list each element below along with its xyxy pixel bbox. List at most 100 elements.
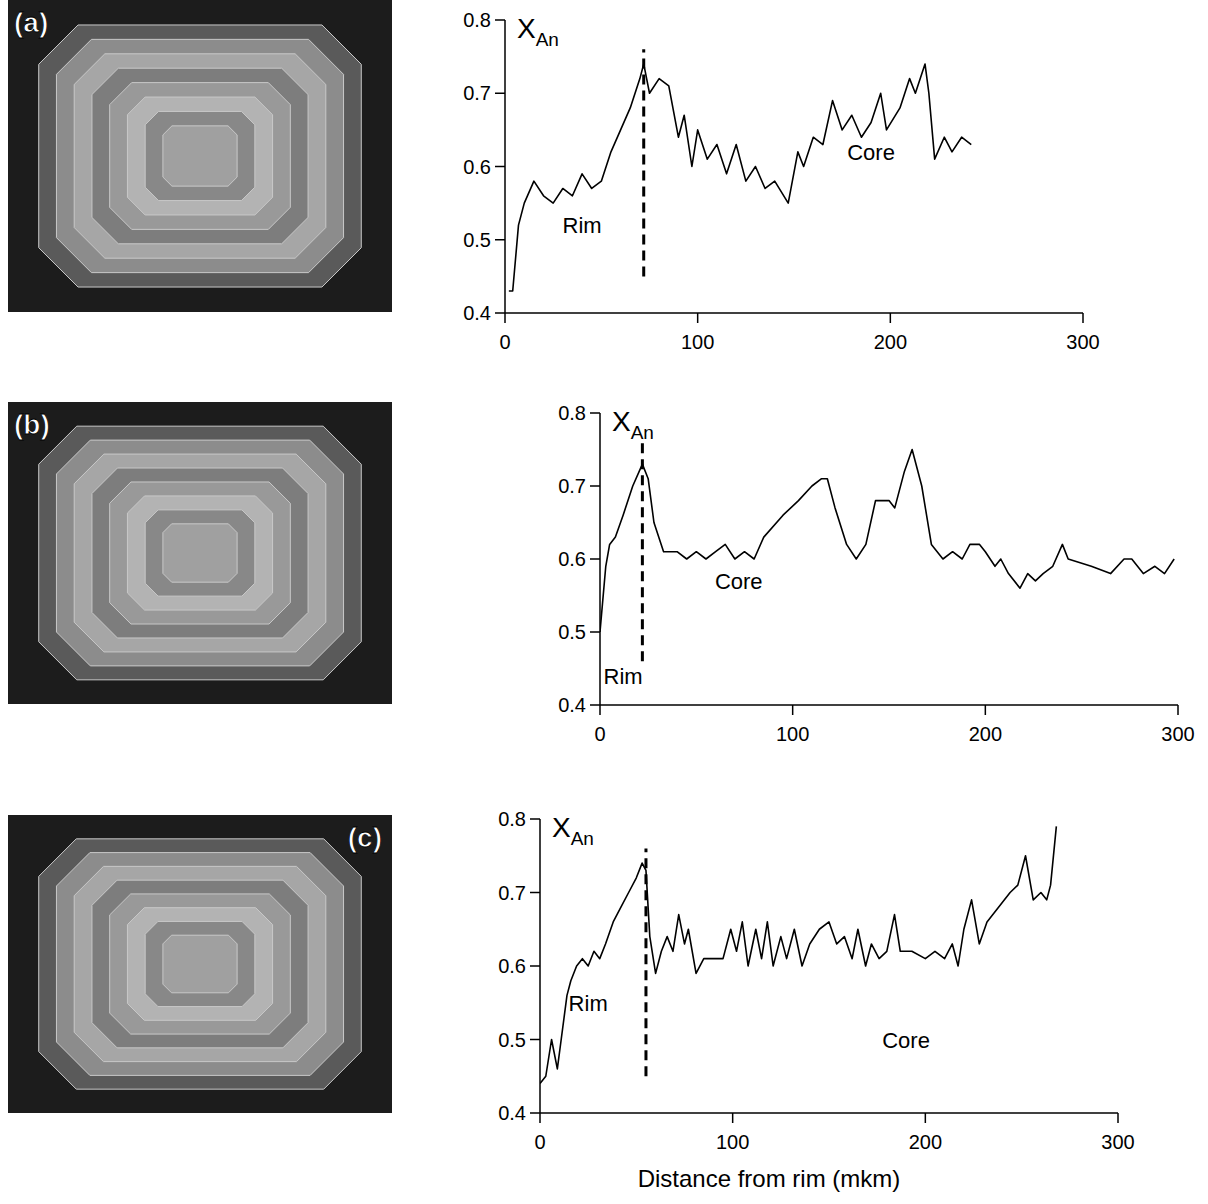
- y-tick-label: 0.8: [463, 9, 491, 31]
- crystal-zone: [127, 908, 272, 1021]
- crystal-zone: [145, 111, 255, 200]
- rim-core-boundary: [641, 442, 644, 661]
- crystal-zone: [145, 921, 255, 1006]
- image-background: [8, 815, 392, 1113]
- crystal-zone: [127, 496, 272, 610]
- panel-label: (a): [14, 7, 48, 38]
- y-tick: [530, 818, 540, 820]
- panel-label: (b): [14, 409, 50, 440]
- crystal-zone: [92, 468, 308, 638]
- figure: (a)0.40.50.60.70.80100200300XAnRimCore(b…: [0, 0, 1208, 1204]
- x-tick: [504, 313, 506, 323]
- y-tick: [530, 965, 540, 967]
- y-tick: [495, 312, 505, 314]
- rim-core-boundary: [642, 49, 645, 276]
- crystal-zone: [163, 524, 237, 582]
- x-axis: [505, 312, 1083, 314]
- y-tick-label: 0.8: [558, 402, 586, 424]
- crystal-zone: [39, 839, 362, 1089]
- x-tick-label: 0: [594, 723, 605, 745]
- panel: (c)0.40.50.60.70.80100200300XAnDistance …: [8, 808, 1135, 1192]
- y-tick: [495, 239, 505, 241]
- y-tick-label: 0.4: [558, 694, 586, 716]
- x-axis-title: Distance from rim (mkm): [638, 1165, 901, 1192]
- x-tick-label: 300: [1066, 331, 1099, 353]
- crystal-zone: [110, 83, 291, 230]
- y-tick: [590, 485, 600, 487]
- crystal-zone: [163, 935, 237, 993]
- annotation: Core: [882, 1028, 930, 1053]
- crystal-zone: [56, 853, 343, 1076]
- y-tick-label: 0.6: [498, 955, 526, 977]
- annotation: Core: [847, 140, 895, 165]
- y-axis-title-main: X: [612, 406, 631, 437]
- rim-core-boundary: [644, 848, 647, 1076]
- x-tick: [985, 705, 987, 715]
- x-tick: [732, 1113, 734, 1123]
- x-axis: [600, 704, 1178, 706]
- plot-area: [540, 826, 1056, 1083]
- crystal-zone: [110, 482, 291, 624]
- y-tick: [530, 1112, 540, 1114]
- y-axis-title-sub: An: [631, 422, 654, 443]
- crystal-zone: [163, 126, 237, 186]
- y-tick: [530, 892, 540, 894]
- x-tick: [599, 705, 601, 715]
- y-axis-title: XAn: [612, 406, 654, 443]
- crystal-zone: [92, 68, 308, 244]
- crystal-zone: [56, 440, 343, 666]
- x-tick-label: 100: [716, 1131, 749, 1153]
- y-tick: [590, 631, 600, 633]
- y-tick-label: 0.4: [498, 1102, 526, 1124]
- y-axis-title: XAn: [517, 13, 559, 50]
- annotation: Rim: [569, 991, 608, 1016]
- crystal-zone: [74, 866, 326, 1061]
- y-axis-title-sub: An: [571, 828, 594, 849]
- x-tick-label: 200: [969, 723, 1002, 745]
- y-tick-label: 0.6: [558, 548, 586, 570]
- y-axis-title-main: X: [517, 13, 536, 44]
- y-tick: [590, 704, 600, 706]
- crystal-zone: [127, 97, 272, 215]
- crystal-zone: [56, 39, 343, 272]
- panel-label: (c): [348, 822, 382, 853]
- x-tick-label: 0: [534, 1131, 545, 1153]
- x-tick: [1177, 705, 1179, 715]
- profile-line: [509, 64, 971, 291]
- x-tick-label: 0: [499, 331, 510, 353]
- crystal-zone: [92, 880, 308, 1048]
- x-tick: [890, 313, 892, 323]
- y-tick-label: 0.6: [463, 156, 491, 178]
- x-tick-label: 100: [776, 723, 809, 745]
- y-tick: [530, 1039, 540, 1041]
- crystal-zone: [39, 426, 362, 680]
- y-tick: [590, 412, 600, 414]
- annotation: Rim: [604, 664, 643, 689]
- x-tick: [697, 313, 699, 323]
- plot-area: [600, 442, 1174, 661]
- x-axis: [540, 1112, 1118, 1114]
- panel: (b)0.40.50.60.70.80100200300XAnRimCore: [8, 402, 1195, 745]
- y-axis-title-main: X: [552, 812, 571, 843]
- crystal-zone: [145, 510, 255, 596]
- y-tick: [495, 166, 505, 168]
- y-tick-label: 0.5: [558, 621, 586, 643]
- y-axis-title: XAn: [552, 812, 594, 849]
- x-tick: [925, 1113, 927, 1123]
- panel: (a)0.40.50.60.70.80100200300XAnRimCore: [8, 0, 1100, 353]
- x-tick: [792, 705, 794, 715]
- y-axis-title-sub: An: [536, 29, 559, 50]
- y-tick: [495, 93, 505, 95]
- crystal-zone: [39, 25, 362, 287]
- x-tick-label: 200: [874, 331, 907, 353]
- annotation: Rim: [563, 213, 602, 238]
- x-tick-label: 300: [1101, 1131, 1134, 1153]
- y-tick-label: 0.7: [558, 475, 586, 497]
- y-tick-label: 0.7: [498, 882, 526, 904]
- x-tick: [539, 1113, 541, 1123]
- profile-line: [600, 450, 1174, 633]
- y-tick-label: 0.5: [463, 229, 491, 251]
- y-tick-label: 0.7: [463, 82, 491, 104]
- y-tick: [590, 558, 600, 560]
- plot-area: [509, 49, 971, 291]
